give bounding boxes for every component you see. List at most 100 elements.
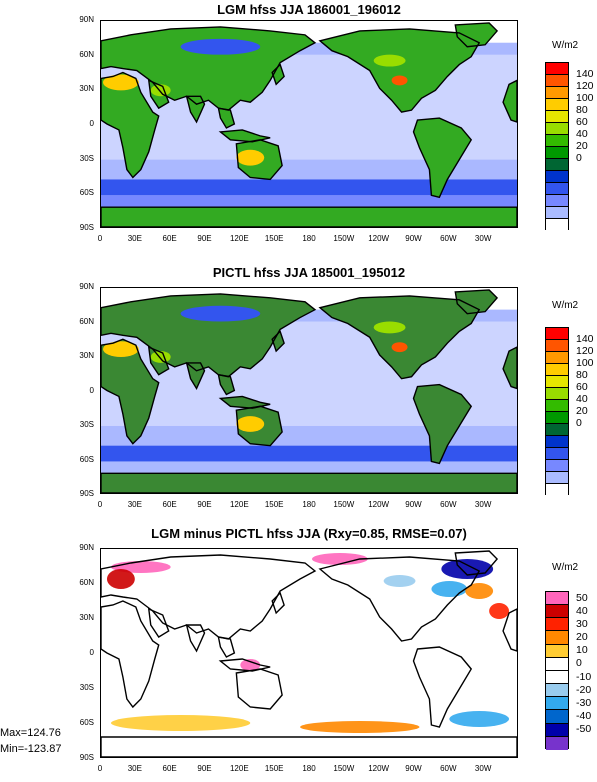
colorbar-swatch (546, 736, 568, 750)
colorbar-tick-label: 20 (576, 140, 588, 152)
colorbar-swatch (546, 219, 568, 231)
lat-tick-label: 90S (79, 489, 94, 498)
lon-tick-label: 120E (229, 764, 249, 773)
colorbar (545, 591, 569, 750)
lat-tick-label: 60N (79, 578, 94, 587)
colorbar-swatch (546, 195, 568, 207)
lat-tick-label: 0 (89, 119, 94, 128)
colorbar-unit: W/m2 (552, 562, 579, 573)
colorbar (545, 327, 569, 496)
lat-tick-label: 30S (79, 683, 94, 692)
lon-tick-label: 120E (229, 500, 249, 509)
colorbar-tick-label: 40 (576, 393, 588, 405)
colorbar-tick-label: -50 (576, 723, 592, 736)
colorbar-swatch (546, 631, 568, 645)
colorbar-swatch (546, 412, 568, 424)
lon-tick-label: 150E (264, 764, 284, 773)
colorbar-swatch (546, 710, 568, 724)
colorbar-unit: W/m2 (552, 40, 579, 51)
colorbar-tick-label: 0 (576, 152, 582, 164)
colorbar-swatch (546, 472, 568, 484)
lon-tick-label: 0 (97, 500, 103, 509)
colorbar-swatch (546, 352, 568, 364)
colorbar-swatch (546, 207, 568, 219)
colorbar-tick-label: 50 (576, 591, 588, 604)
colorbar-swatch (546, 183, 568, 195)
lon-tick-label: 180 (302, 764, 316, 773)
colorbar-swatch (546, 99, 568, 111)
lat-tick-label: 0 (89, 648, 94, 657)
lat-tick-label: 60N (79, 49, 94, 59)
lon-tick-label: 60E (162, 234, 177, 243)
lon-tick-label: 120W (368, 764, 390, 773)
lat-tick-label: 60S (79, 188, 94, 198)
colorbar-tick-label: 40 (576, 604, 588, 617)
colorbar-swatch (546, 147, 568, 159)
colorbar-tick-label: 80 (576, 104, 588, 116)
colorbar-tick-label: 120 (576, 80, 594, 92)
lon-tick-label: 90W (405, 764, 422, 773)
colorbar-tick-label: 0 (576, 657, 582, 670)
lon-tick-label: 120W (368, 500, 390, 509)
colorbar-tick-label: 80 (576, 369, 588, 381)
colorbar-swatch (546, 644, 568, 658)
lon-tick-label: 30E (127, 234, 142, 243)
colorbar-swatch (546, 123, 568, 135)
lon-tick-label: 0 (97, 234, 103, 243)
lon-tick-label: 150W (333, 234, 355, 243)
lon-tick-label: 30E (127, 500, 142, 509)
colorbar-tick-label: 120 (576, 345, 594, 357)
lon-tick-label: 90E (197, 234, 212, 243)
colorbar-swatch (546, 364, 568, 376)
colorbar-swatch (546, 670, 568, 685)
colorbar-tick-label: 140 (576, 333, 594, 345)
map-lgm (100, 20, 518, 228)
lon-tick-label: 60E (162, 500, 177, 509)
colorbar-tick-label: 10 (576, 644, 588, 657)
lat-tick-label: 30S (79, 153, 94, 163)
colorbar-swatch (546, 436, 568, 448)
lon-tick-label: 120W (368, 234, 390, 243)
lon-tick-label: 90W (405, 234, 422, 243)
lat-tick-label: 90N (79, 543, 94, 552)
colorbar-tick-label: 30 (576, 617, 588, 630)
colorbar-swatch (546, 424, 568, 436)
panel-diff: LGM minus PICTL hfss JJA (Rxy=0.85, RMSE… (0, 524, 597, 782)
lat-tick-label: 90N (79, 282, 94, 291)
lat-tick-label: 90N (79, 15, 94, 24)
colorbar-swatch (546, 723, 568, 737)
colorbar-swatch (546, 605, 568, 619)
colorbar-swatch (546, 340, 568, 352)
lon-tick-label: 30E (127, 764, 142, 773)
max-stat: Max=124.76 (0, 727, 61, 739)
lat-tick-label: 60S (79, 718, 94, 727)
lon-tick-label: 150W (333, 500, 355, 509)
panel-title: LGM hfss JJA 186001_196012 (217, 2, 401, 17)
lon-tick-label: 60E (162, 764, 177, 773)
lon-tick-label: 90E (197, 500, 212, 509)
colorbar-swatch (546, 460, 568, 472)
panel-title: LGM minus PICTL hfss JJA (Rxy=0.85, RMSE… (151, 526, 467, 541)
lat-tick-label: 0 (89, 385, 94, 395)
lat-tick-label: 90S (79, 223, 94, 232)
lon-tick-label: 60W (440, 500, 457, 509)
colorbar-tick-label: 140 (576, 68, 594, 80)
lon-tick-label: 150E (264, 234, 284, 243)
lon-tick-label: 150W (333, 764, 355, 773)
colorbar-swatch (546, 484, 568, 496)
lat-tick-label: 30N (79, 351, 94, 360)
colorbar-tick-label: 100 (576, 92, 594, 104)
lon-tick-label: 60W (440, 234, 457, 243)
colorbar-swatch (546, 171, 568, 183)
lon-tick-label: 180 (302, 500, 316, 509)
colorbar-swatch (546, 697, 568, 711)
colorbar-tick-label: 0 (576, 417, 582, 429)
lat-tick-label: 30N (79, 84, 94, 94)
colorbar-swatch (546, 376, 568, 388)
lat-tick-label: 60N (79, 316, 94, 326)
colorbar (545, 62, 569, 231)
colorbar-swatch (546, 135, 568, 147)
lon-tick-label: 90W (405, 500, 422, 509)
lat-tick-label: 30N (79, 613, 94, 622)
colorbar-tick-label: -20 (576, 683, 592, 696)
